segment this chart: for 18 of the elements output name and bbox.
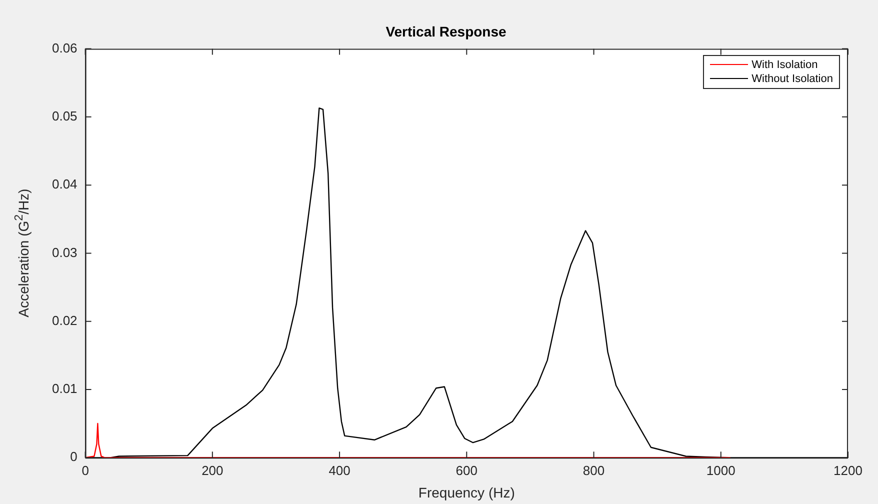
chart-title: Vertical Response — [386, 23, 507, 40]
x-tick-label: 0 — [82, 462, 89, 478]
y-tick-label: 0.05 — [52, 108, 78, 124]
legend-label: Without Isolation — [752, 72, 833, 86]
y-tick-label: 0.01 — [52, 381, 78, 396]
y-tick-label: 0.03 — [52, 244, 78, 260]
x-tick-label: 800 — [582, 462, 605, 478]
x-tick-label: 1000 — [706, 462, 736, 478]
y-tick-label: 0 — [70, 449, 78, 464]
x-tick-label: 400 — [328, 462, 350, 478]
y-tick-label: 0.02 — [52, 312, 78, 328]
y-tick-label: 0.06 — [52, 40, 78, 56]
x-tick-label: 1200 — [834, 462, 862, 478]
x-tick-label: 600 — [456, 462, 478, 478]
x-axis-title: Frequency (Hz) — [418, 484, 515, 500]
y-tick-label: 0.04 — [52, 176, 78, 192]
legend-label: With Isolation — [752, 58, 818, 72]
x-tick-label: 200 — [202, 462, 224, 478]
